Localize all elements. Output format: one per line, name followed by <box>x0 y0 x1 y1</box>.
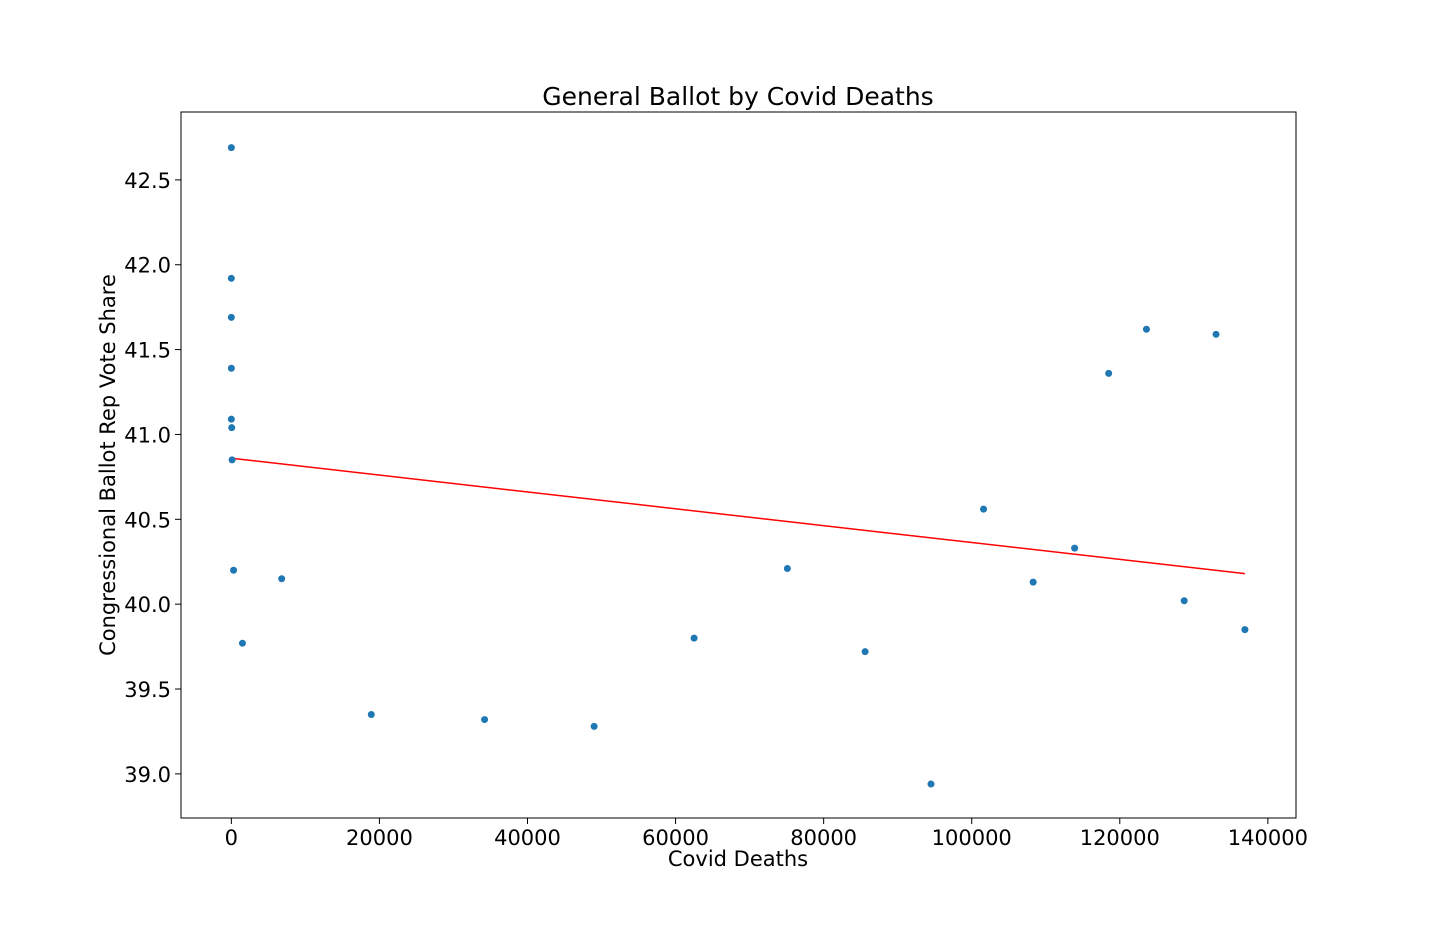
y-tick-label: 42.5 <box>124 169 171 193</box>
x-axis-label: Covid Deaths <box>668 847 808 871</box>
data-point <box>227 274 235 282</box>
chart-title: General Ballot by Covid Deaths <box>542 82 933 111</box>
data-point <box>1029 578 1037 586</box>
x-tick-label: 0 <box>225 826 238 850</box>
y-tick-label: 40.0 <box>124 593 171 617</box>
y-tick-label: 42.0 <box>124 254 171 278</box>
data-point <box>238 639 246 647</box>
data-point <box>1071 544 1079 552</box>
x-axis: 0 20000 40000 60000 80000 100000 120000 140000 <box>225 818 1308 850</box>
data-point <box>228 456 236 464</box>
y-tick-label: 39.5 <box>124 678 171 702</box>
data-point <box>590 722 598 730</box>
data-point <box>481 716 489 724</box>
data-point <box>228 424 236 432</box>
data-point <box>1180 597 1188 605</box>
data-point <box>230 566 238 574</box>
y-axis: 39.0 39.5 40.0 40.5 41.0 41.5 42.0 42.5 <box>124 169 181 787</box>
data-point <box>783 565 791 573</box>
fit-line <box>231 457 1245 575</box>
data-point <box>227 364 235 372</box>
data-point <box>927 780 935 788</box>
x-tick-label: 40000 <box>494 826 561 850</box>
fit-line-layer <box>231 457 1245 575</box>
points-layer <box>227 144 1249 788</box>
data-point <box>227 144 235 152</box>
x-tick-label: 60000 <box>642 826 709 850</box>
data-point <box>690 634 698 642</box>
data-point <box>1241 626 1249 634</box>
x-tick-label: 120000 <box>1080 826 1160 850</box>
y-tick-label: 41.0 <box>124 423 171 447</box>
plot-frame <box>180 111 1297 819</box>
x-tick-label: 80000 <box>790 826 857 850</box>
data-point <box>367 710 375 718</box>
y-axis-label: Congressional Ballot Rep Vote Share <box>96 274 120 656</box>
data-point <box>278 575 286 583</box>
y-tick-label: 40.5 <box>124 508 171 532</box>
x-tick-label: 20000 <box>346 826 413 850</box>
data-point <box>1142 325 1150 333</box>
data-point <box>1105 369 1113 377</box>
data-point <box>1212 330 1220 338</box>
x-tick-label: 100000 <box>932 826 1012 850</box>
data-point <box>861 648 869 656</box>
data-point <box>980 505 988 513</box>
x-tick-label: 140000 <box>1228 826 1308 850</box>
data-point <box>227 313 235 321</box>
y-tick-label: 41.5 <box>124 339 171 363</box>
y-tick-label: 39.0 <box>124 763 171 787</box>
data-point <box>227 415 235 423</box>
